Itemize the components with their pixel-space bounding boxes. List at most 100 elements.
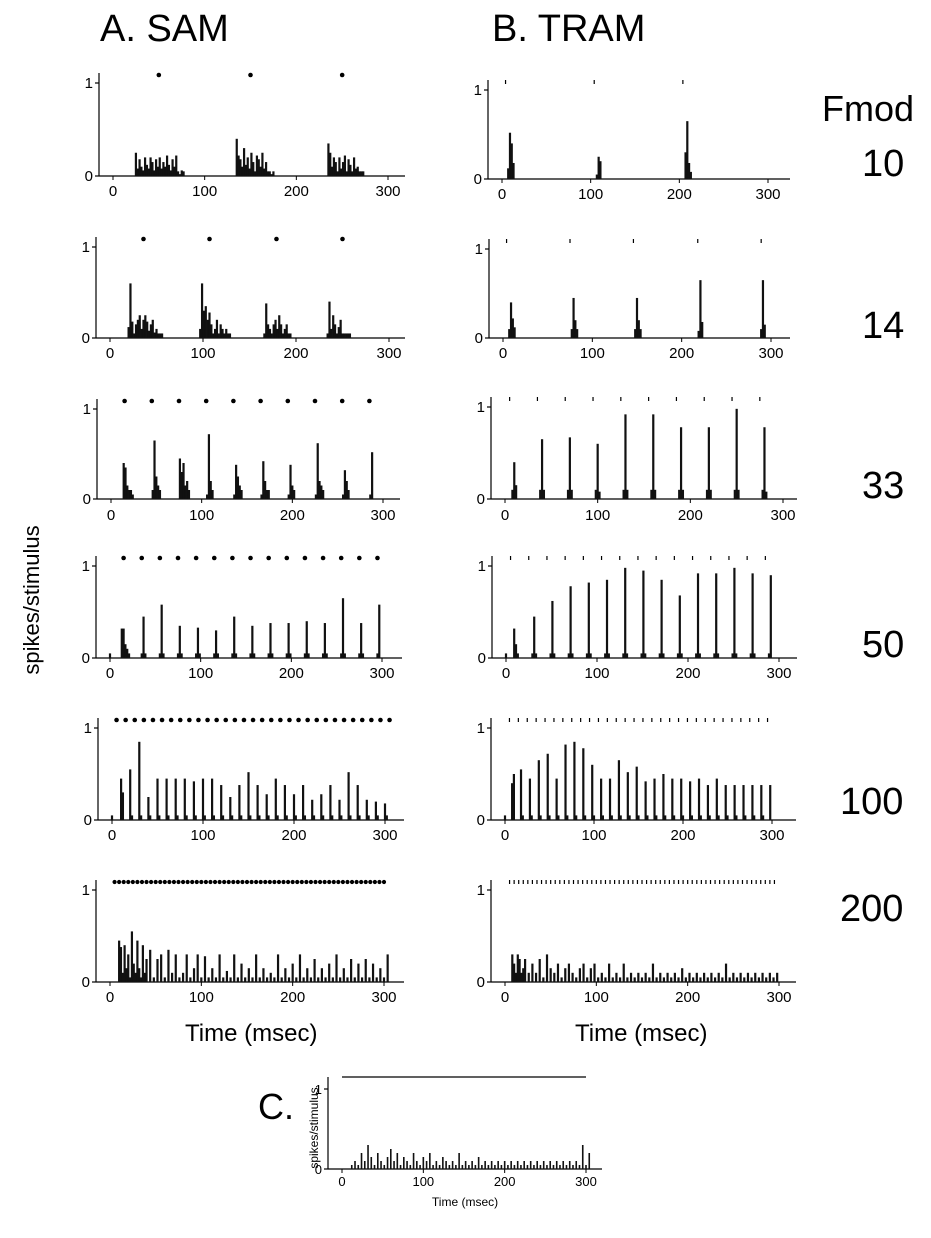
bar-sam-200-30 bbox=[200, 977, 203, 982]
x-tick-label-tram-14-1: 100 bbox=[580, 345, 605, 362]
bar-tram-100-0 bbox=[503, 815, 507, 820]
stim-dot-sam-50-2 bbox=[157, 555, 163, 561]
y-tick-label-tram-100-0: 0 bbox=[477, 812, 485, 829]
stim-dot-sam-200-59 bbox=[381, 879, 387, 885]
bar-tram-10-0 bbox=[507, 168, 510, 179]
stim-dot-sam-200-18 bbox=[194, 879, 199, 885]
bar-sam-200-76 bbox=[368, 977, 371, 982]
stim-dot-sam-200-23 bbox=[217, 879, 222, 885]
bar-sam-200-41 bbox=[240, 963, 243, 982]
stim-dot-sam-100-21 bbox=[305, 717, 310, 723]
stim-dot-sam-200-51 bbox=[345, 879, 350, 885]
bar-sam-14-19 bbox=[199, 328, 202, 338]
bar-tram-200-66 bbox=[739, 972, 742, 982]
bar-sam-10-60 bbox=[349, 164, 352, 176]
bar-tram-100-8 bbox=[539, 815, 542, 820]
bar-tram-100-36 bbox=[664, 815, 667, 820]
bar-tram-100-39 bbox=[680, 778, 683, 820]
stim-dot-sam-100-23 bbox=[323, 717, 329, 723]
bar-tram-50-44 bbox=[769, 575, 772, 658]
bar-tram-200-4 bbox=[518, 959, 521, 982]
stim-dot-sam-200-13 bbox=[171, 879, 177, 885]
bar-sam-33-8 bbox=[155, 476, 158, 499]
stim-dot-sam-200-57 bbox=[372, 879, 377, 885]
bar-tram-33-13 bbox=[624, 414, 627, 499]
bar-sam-14-30 bbox=[219, 324, 222, 338]
bar-sam-10-58 bbox=[345, 171, 348, 176]
bar-tram-50-13 bbox=[585, 653, 589, 658]
stim-dot-sam-200-54 bbox=[359, 879, 364, 885]
bar-tram-33-27 bbox=[761, 489, 764, 499]
bar-sam-14-4 bbox=[134, 324, 138, 338]
bar-sam-10-20 bbox=[171, 159, 174, 176]
bar-sam-10-47 bbox=[272, 171, 275, 176]
bar-tram-50-14 bbox=[587, 582, 590, 658]
bar-sam-14-22 bbox=[204, 306, 207, 338]
bar-sam-200-21 bbox=[167, 949, 170, 982]
bar-tram-33-18 bbox=[678, 489, 681, 499]
bar-tram-200-25 bbox=[589, 968, 592, 982]
bar-c-23 bbox=[425, 1161, 428, 1169]
bar-tram-14-9 bbox=[635, 297, 639, 338]
bar-sam-200-1 bbox=[119, 947, 123, 982]
bar-sam-33-36 bbox=[316, 443, 319, 499]
bar-c-31 bbox=[451, 1161, 454, 1169]
bar-tram-100-56 bbox=[753, 815, 756, 820]
stim-dot-sam-100-13 bbox=[232, 717, 238, 723]
bar-c-4 bbox=[363, 1161, 366, 1169]
bar-tram-100-24 bbox=[610, 815, 613, 820]
stim-dot-sam-200-56 bbox=[368, 879, 373, 885]
bar-sam-33-12 bbox=[180, 472, 183, 499]
bar-sam-10-38 bbox=[255, 155, 259, 176]
stim-dot-sam-100-18 bbox=[278, 717, 283, 723]
stim-dot-sam-10-0 bbox=[156, 72, 162, 78]
bar-sam-200-79 bbox=[379, 968, 382, 982]
stim-dot-sam-100-1 bbox=[123, 717, 128, 723]
bar-tram-200-0 bbox=[511, 954, 514, 982]
bar-sam-100-48 bbox=[331, 815, 334, 820]
bar-sam-10-13 bbox=[158, 157, 161, 176]
bar-tram-100-21 bbox=[600, 778, 603, 820]
bar-sam-33-41 bbox=[343, 470, 347, 499]
bar-tram-33-17 bbox=[654, 489, 657, 499]
bar-sam-33-1 bbox=[124, 467, 127, 499]
bar-c-65 bbox=[562, 1161, 565, 1169]
bar-sam-50-36 bbox=[321, 653, 325, 658]
stim-dot-sam-33-3 bbox=[203, 398, 209, 404]
bar-sam-100-26 bbox=[231, 815, 234, 820]
x-tick-label-sam-10-3: 300 bbox=[375, 183, 400, 200]
bar-tram-10-10 bbox=[689, 171, 692, 179]
y-tick-label-sam-14-0: 0 bbox=[82, 330, 90, 347]
bar-tram-14-1 bbox=[509, 302, 513, 338]
bar-tram-200-59 bbox=[713, 977, 717, 982]
bar-c-52 bbox=[520, 1165, 522, 1169]
bar-sam-50-17 bbox=[198, 653, 201, 658]
bar-c-25 bbox=[432, 1165, 434, 1169]
bar-tram-50-17 bbox=[605, 579, 609, 658]
bar-sam-200-8 bbox=[132, 963, 135, 982]
bar-tram-200-27 bbox=[597, 977, 600, 982]
bar-sam-10-64 bbox=[356, 166, 359, 176]
bar-sam-200-26 bbox=[185, 954, 188, 982]
bar-sam-100-43 bbox=[311, 799, 314, 820]
bar-tram-200-37 bbox=[633, 977, 636, 982]
bar-sam-200-67 bbox=[335, 954, 338, 982]
bar-sam-200-48 bbox=[265, 977, 269, 982]
bar-sam-33-17 bbox=[206, 494, 209, 499]
bar-sam-14-42 bbox=[274, 319, 277, 338]
bar-sam-10-62 bbox=[352, 157, 356, 176]
bar-tram-200-17 bbox=[560, 977, 563, 982]
bar-c-7 bbox=[373, 1165, 376, 1169]
bar-sam-200-7 bbox=[130, 931, 134, 982]
stim-dot-sam-100-0 bbox=[114, 717, 119, 723]
x-tick-label-tram-33-3: 300 bbox=[770, 507, 795, 524]
bar-sam-50-45 bbox=[376, 653, 379, 658]
bar-sam-14-58 bbox=[339, 319, 342, 338]
bar-sam-14-16 bbox=[157, 333, 160, 338]
bar-sam-10-41 bbox=[261, 152, 264, 176]
bar-c-16 bbox=[403, 1157, 405, 1169]
bar-tram-50-9 bbox=[553, 653, 556, 658]
stim-dot-sam-200-7 bbox=[144, 879, 149, 885]
bar-sam-50-29 bbox=[271, 653, 274, 658]
bar-tram-14-2 bbox=[511, 318, 514, 338]
